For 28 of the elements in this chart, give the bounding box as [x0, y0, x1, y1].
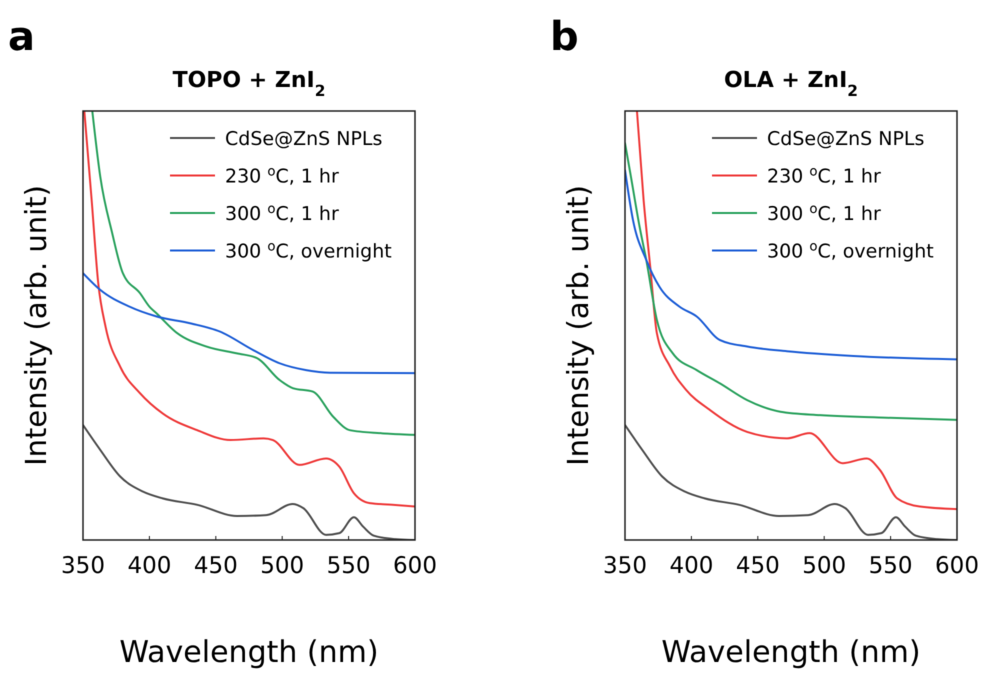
x-tick-label: 600 — [393, 553, 437, 579]
x-tick-label: 450 — [194, 553, 238, 579]
legend-label: CdSe@ZnS NPLs — [225, 128, 382, 150]
legend-label: 300 $^{o}$C, 1 hr — [767, 202, 881, 225]
x-tick-label: 500 — [802, 553, 846, 579]
legend-label: 230 $^{o}$C, 1 hr — [767, 164, 881, 188]
text: a — [8, 14, 35, 60]
y-axis-title: Intensity (arb. unit) — [19, 185, 53, 466]
x-tick-label: 600 — [935, 553, 979, 579]
legend-label: 300 $^{o}$C, overnight — [225, 239, 392, 262]
x-tick-label: 350 — [61, 553, 105, 579]
legend-label: 300 $^{o}$C, 1 hr — [225, 202, 339, 225]
x-tick-label: 550 — [326, 553, 371, 579]
x-tick-label: 450 — [736, 553, 780, 579]
x-tick-label: 350 — [603, 553, 647, 579]
legend-label: 300 $^{o}$C, overnight — [767, 239, 934, 262]
x-tick-label: 400 — [669, 553, 714, 579]
x-axis-title: Wavelength (nm) — [119, 635, 379, 670]
x-tick-label: 550 — [868, 553, 913, 579]
text: b — [550, 14, 579, 60]
chart-title: TOPO + ZnI$_{2}$ — [172, 68, 326, 100]
x-tick-label: 500 — [260, 553, 304, 579]
legend-label: 230 $^{o}$C, 1 hr — [225, 164, 339, 188]
chart-title: OLA + ZnI$_{2}$ — [724, 68, 858, 100]
x-tick-label: 400 — [127, 553, 172, 579]
y-axis-title: Intensity (arb. unit) — [561, 185, 595, 466]
legend-label: CdSe@ZnS NPLs — [767, 128, 924, 150]
x-axis-title: Wavelength (nm) — [661, 635, 921, 670]
